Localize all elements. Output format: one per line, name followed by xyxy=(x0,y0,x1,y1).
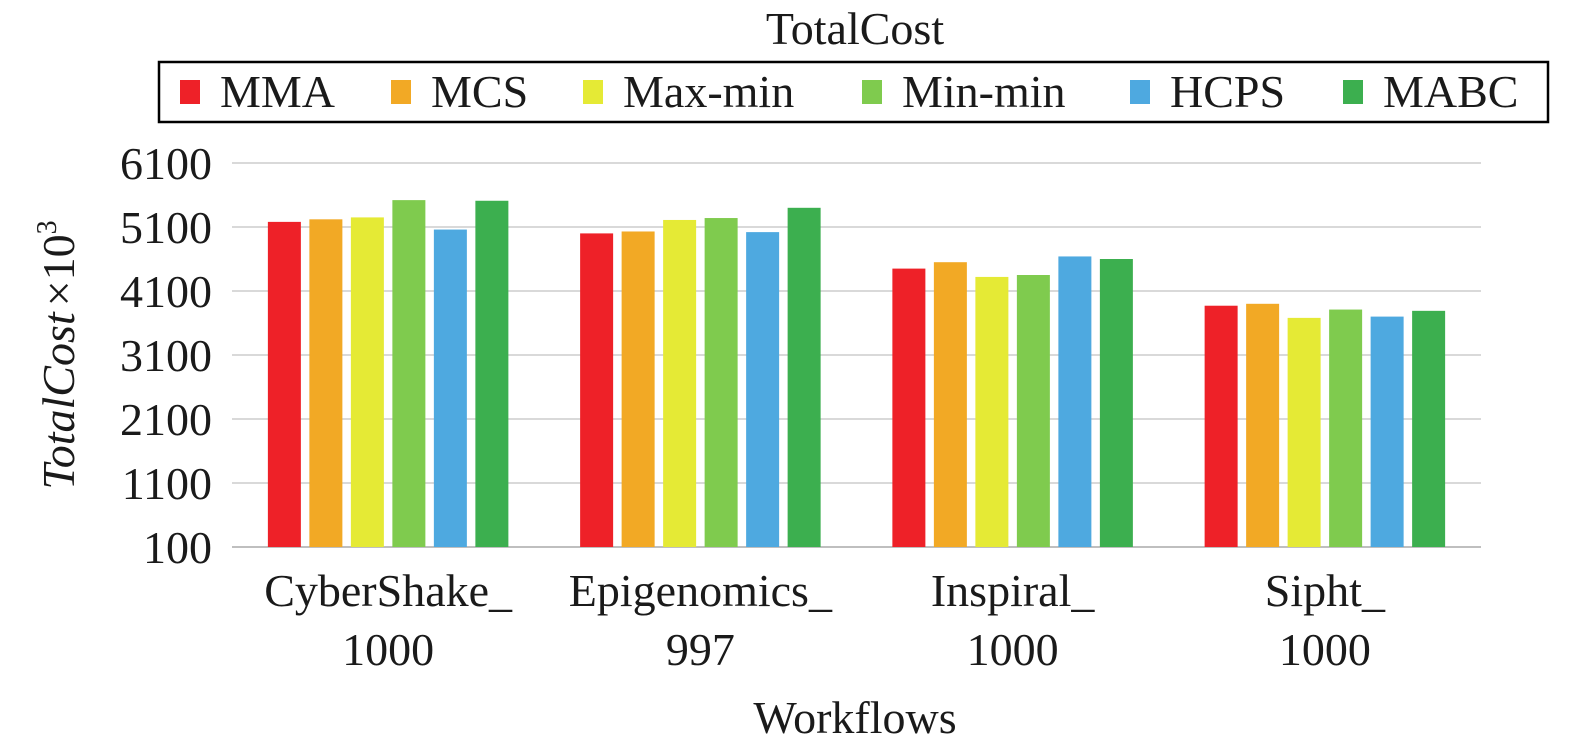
legend: MMA MCS Max-min Min-min HCPS MABC xyxy=(157,60,1550,124)
bar-mma xyxy=(267,221,301,547)
bar-min-min xyxy=(1329,309,1363,547)
bar-mcs xyxy=(621,231,655,548)
x-tick-label: 1000 xyxy=(967,624,1059,675)
y-tick-label: 1100 xyxy=(122,458,212,509)
legend-swatch xyxy=(583,80,603,104)
y-tick-label: 5100 xyxy=(120,202,212,253)
bar-hcps xyxy=(1370,316,1404,547)
x-tick-label: Inspiral_ xyxy=(931,565,1096,616)
y-tick-label: 3100 xyxy=(120,330,212,381)
legend-swatch xyxy=(1343,80,1363,104)
chart-title: TotalCost xyxy=(766,3,944,54)
x-axis-label: Workflows xyxy=(753,692,956,743)
legend-label: Min-min xyxy=(902,66,1066,117)
y-axis-label-main: TotalCost xyxy=(33,311,84,490)
bar-mabc xyxy=(1099,259,1133,547)
bar-min-min xyxy=(1016,275,1050,547)
y-axis-label-exponent: 3 xyxy=(32,220,63,234)
legend-swatch xyxy=(862,80,882,104)
legend-label: Max-min xyxy=(623,66,794,117)
bar-mma xyxy=(892,268,926,547)
x-tick-label: 1000 xyxy=(342,624,434,675)
y-axis-label-suffix: ×10 xyxy=(33,234,84,306)
legend-swatch xyxy=(1130,80,1150,104)
bar-max-min xyxy=(1287,317,1321,547)
y-axis-label: TotalCost×103 xyxy=(32,220,84,489)
bar-max-min xyxy=(975,276,1009,547)
y-tick-label: 2100 xyxy=(120,394,212,445)
legend-label: MABC xyxy=(1383,66,1518,117)
bar-mcs xyxy=(309,219,343,547)
bar-min-min xyxy=(704,218,738,548)
y-tick-label: 6100 xyxy=(120,138,212,189)
bar-hcps xyxy=(433,229,467,547)
legend-box xyxy=(157,60,1550,124)
x-tick-label: 1000 xyxy=(1279,624,1371,675)
bar-hcps xyxy=(1058,256,1092,547)
bar-max-min xyxy=(663,219,697,547)
bar-mma xyxy=(580,233,614,547)
bar-max-min xyxy=(350,217,384,547)
bar-mabc xyxy=(787,207,821,548)
x-tick-label: 997 xyxy=(666,624,735,675)
x-tick-label: Sipht_ xyxy=(1265,565,1386,616)
bar-mma xyxy=(1204,305,1238,547)
legend-swatch xyxy=(391,80,411,104)
bar-min-min xyxy=(392,200,426,547)
legend-label: MMA xyxy=(220,66,335,117)
bar-mcs xyxy=(1246,303,1280,547)
y-tick-label: 100 xyxy=(143,522,212,573)
legend-label: HCPS xyxy=(1170,66,1285,117)
bar-mabc xyxy=(1412,310,1446,547)
legend-swatch xyxy=(180,80,200,104)
x-tick-label: Epigenomics_ xyxy=(569,565,833,616)
y-tick-label: 4100 xyxy=(120,266,212,317)
bar-hcps xyxy=(746,232,780,547)
legend-label: MCS xyxy=(431,66,528,117)
bar-mcs xyxy=(933,262,967,547)
bar-mabc xyxy=(475,200,509,547)
x-tick-label: CyberShake_ xyxy=(264,565,513,616)
